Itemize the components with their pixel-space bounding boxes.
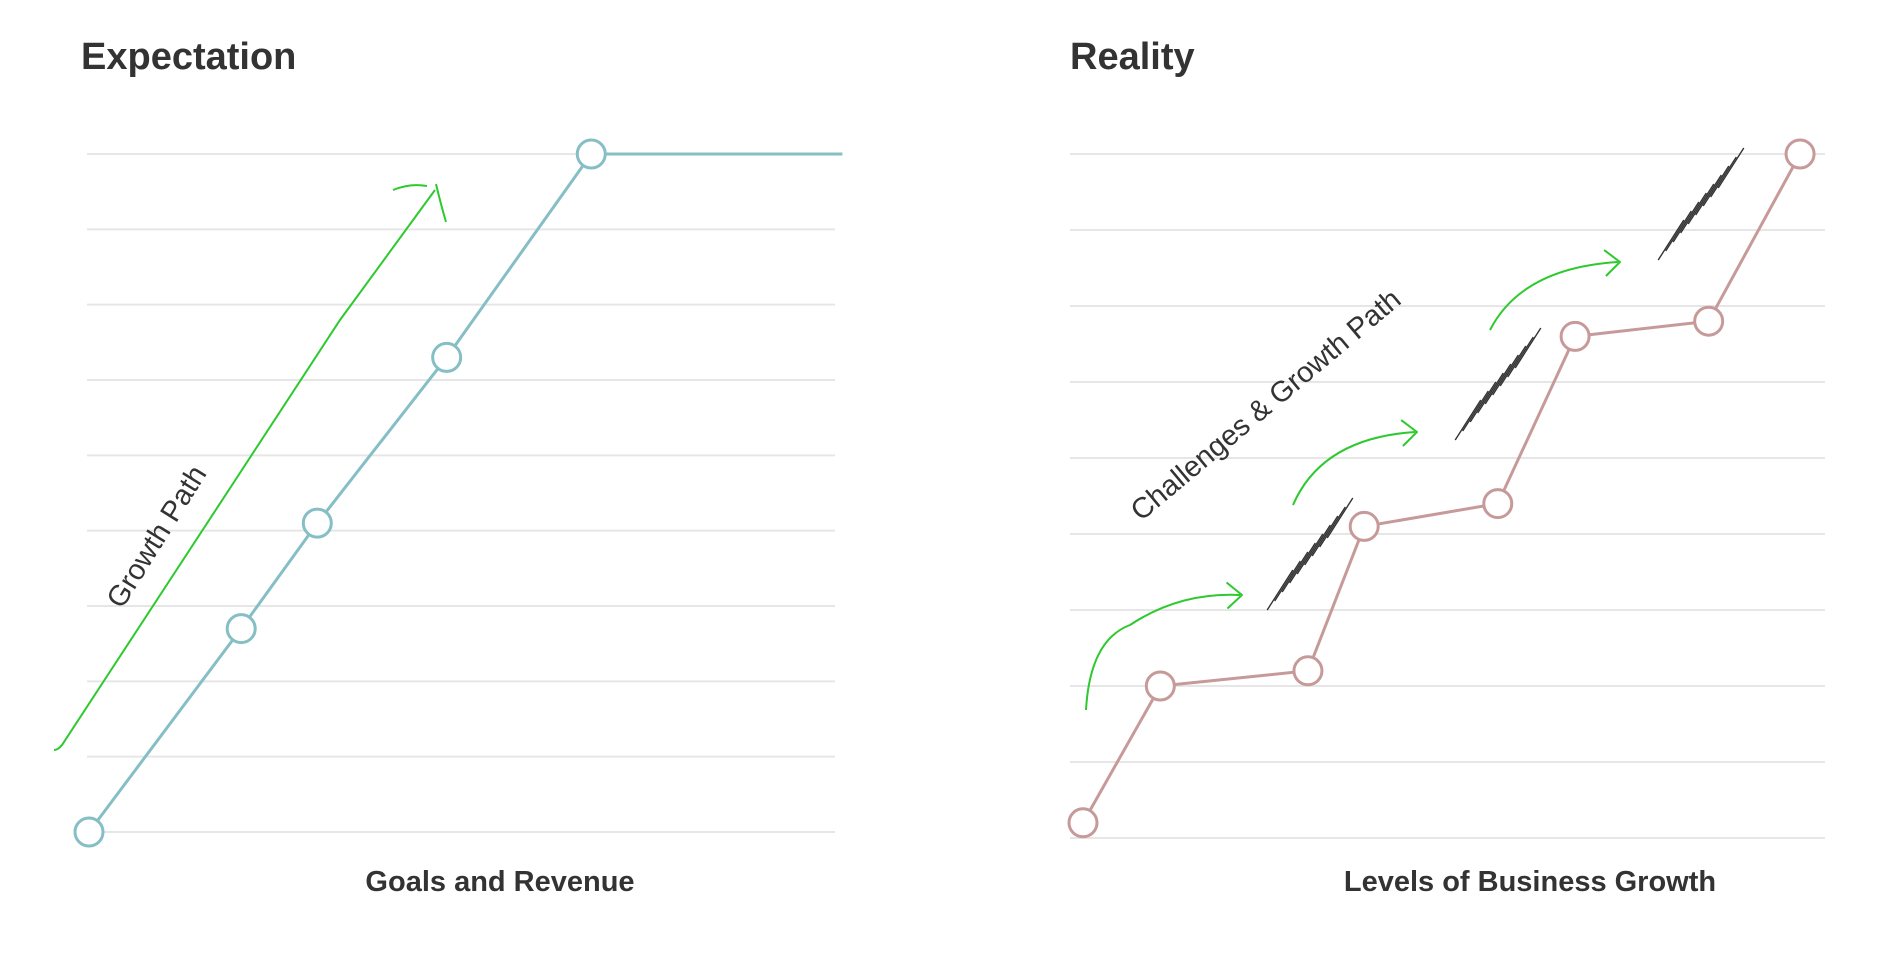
reality-chart: Challenges & Growth Path — [1067, 138, 1825, 839]
challenges-growth-path-label: Challenges & Growth Path — [1125, 283, 1407, 527]
hatch-line — [1311, 515, 1339, 557]
data-point — [301, 507, 333, 539]
reality-panel: Reality Challenges & Growth Path Levels … — [1067, 0, 1880, 978]
hatch-line — [1281, 551, 1309, 593]
expectation-chart: Growth Path — [53, 138, 843, 848]
hatch-line — [1274, 560, 1301, 602]
hatch-line — [1695, 174, 1722, 216]
growth-arrow-2 — [1292, 431, 1416, 506]
hatch-line — [1717, 147, 1745, 189]
hatch-line — [1507, 336, 1534, 378]
series-line — [1081, 153, 1802, 824]
hatch-line — [1319, 506, 1346, 548]
growth-arrow-3 — [1489, 261, 1619, 331]
data-point — [1784, 138, 1816, 170]
hatch-line — [1702, 165, 1730, 207]
hatch-line — [1454, 399, 1482, 441]
hatch-line — [1326, 497, 1354, 539]
data-point — [431, 341, 463, 373]
hatch-line — [1266, 569, 1294, 611]
hatch-line — [1499, 345, 1527, 387]
hatch-line — [1484, 363, 1512, 405]
data-point — [73, 816, 105, 848]
data-point — [1067, 807, 1099, 839]
growth-arrow-head-right — [435, 183, 447, 223]
hatch-line — [1672, 201, 1700, 243]
hatch-line — [1657, 219, 1685, 261]
data-point — [1693, 305, 1725, 337]
arrow-head-stroke — [1603, 249, 1621, 277]
hatch-line — [1710, 156, 1737, 198]
data-point — [225, 613, 257, 645]
hatch-line — [1492, 354, 1519, 396]
data-point — [1559, 320, 1591, 352]
growth-arrow-line — [53, 189, 436, 751]
hatch-line — [1289, 542, 1316, 584]
x-axis-label: Levels of Business Growth — [1343, 866, 1717, 898]
challenge-hatch — [1266, 497, 1354, 611]
hatch-line — [1462, 390, 1489, 432]
arrow-head-icon — [1400, 419, 1418, 447]
hatch-line — [1469, 381, 1497, 423]
growth-path-label: Growth Path — [101, 460, 214, 614]
chart-title: Expectation — [81, 36, 297, 78]
hatch-line — [1514, 327, 1542, 369]
growth-arrow-head-left — [392, 184, 428, 191]
data-point — [575, 138, 607, 170]
data-point — [1144, 670, 1176, 702]
hatch-line — [1304, 524, 1331, 566]
hatch-line — [1296, 533, 1324, 575]
arrow-head-stroke — [1400, 419, 1418, 447]
data-point — [1482, 488, 1514, 520]
arrow-head-icon — [1225, 581, 1243, 610]
data-point — [1292, 655, 1324, 687]
expectation-panel: Expectation Growth Path Goals and Revenu… — [53, 36, 843, 898]
challenge-hatch — [1454, 327, 1542, 441]
data-point — [1348, 510, 1380, 542]
x-axis-label: Goals and Revenue — [365, 866, 635, 898]
growth-arrow-1 — [1085, 593, 1241, 711]
hatch-line — [1687, 183, 1715, 225]
challenge-hatch — [1657, 147, 1745, 261]
series-line — [87, 152, 843, 833]
arrow-head-stroke — [1225, 581, 1243, 610]
chart-title: Reality — [1070, 36, 1195, 78]
hatch-line — [1665, 210, 1692, 252]
hatch-line — [1477, 372, 1504, 414]
hatch-line — [1680, 192, 1707, 234]
arrow-head-icon — [1603, 249, 1621, 277]
